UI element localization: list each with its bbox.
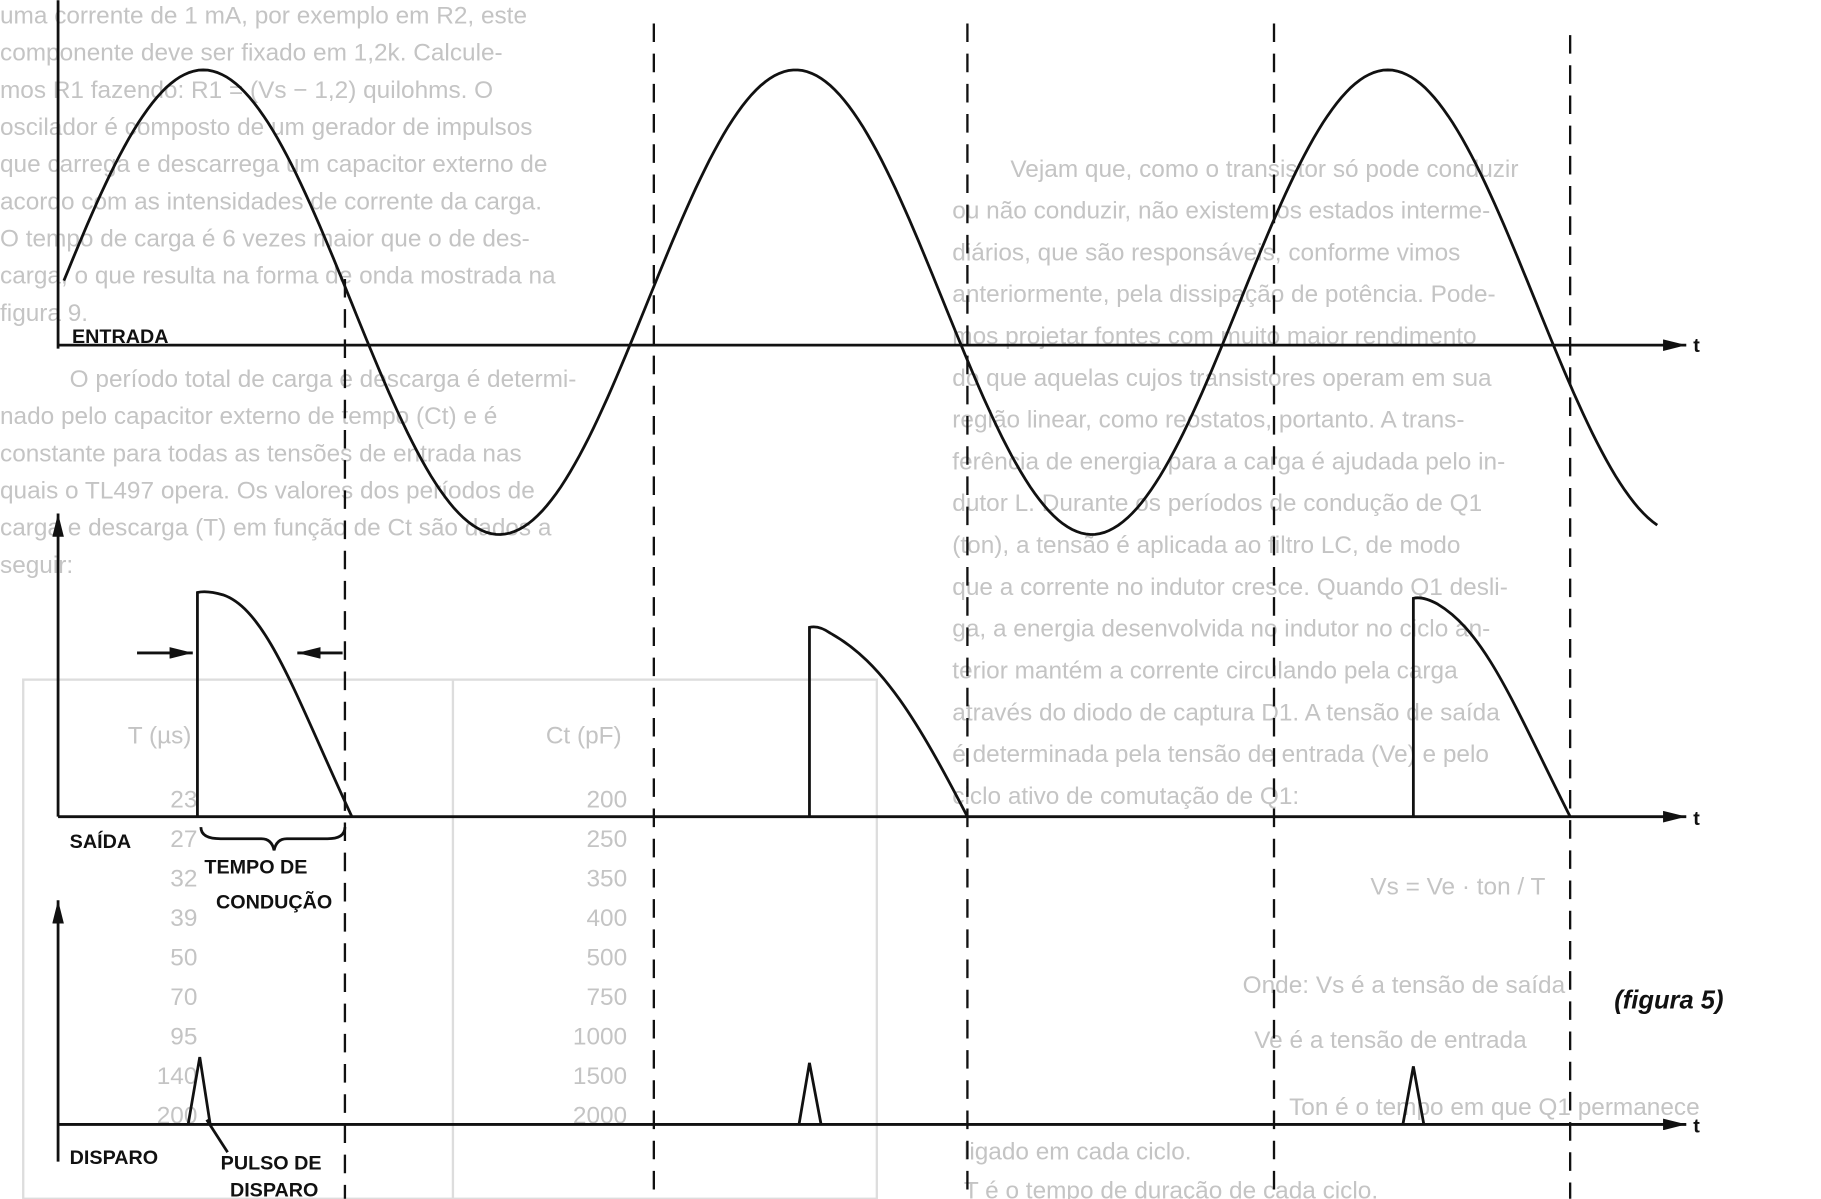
right-text-line: Vejam que, como o transistor só pode con… (1010, 156, 1518, 183)
table-cell: 750 (586, 984, 627, 1011)
note-line: Ve é a tensão de entrada (1254, 1027, 1527, 1054)
table-cell: 70 (170, 984, 197, 1011)
table-cell: 1000 (573, 1023, 627, 1050)
input-wave (62, 68, 1659, 536)
table-cell: 400 (586, 905, 627, 932)
trigger-spike (186, 1056, 212, 1125)
table-cell: 350 (586, 865, 627, 892)
left-text-line: mos R1 fazendo: R1 = (Vs − 1,2) quilohms… (0, 77, 493, 104)
conduction-brace (199, 826, 347, 851)
table-cell: 23 (170, 786, 197, 813)
left-text-line: quais o TL497 opera. Os valores dos perí… (0, 477, 535, 504)
trigger-pulse-label: PULSO DE (221, 1153, 322, 1175)
left-text-line: O tempo de carga é 6 vezes maior que o d… (0, 225, 530, 252)
conduction-label: TEMPO DE (204, 857, 307, 879)
table-header: T (µs) (128, 723, 192, 750)
note-line: T é o tempo de duração de cada ciclo. (964, 1178, 1378, 1199)
right-text-line: que a corrente no indutor cresce. Quando… (952, 574, 1508, 601)
right-text-line: região linear, como reostatos, portanto.… (952, 407, 1464, 434)
caption: (figura 5) (1614, 986, 1723, 1014)
left-text-line: componente deve ser fixado em 1,2k. Calc… (0, 40, 503, 67)
input-label: ENTRADA (72, 326, 168, 348)
table-frame (22, 678, 878, 1199)
right-text-line: ou não conduzir, não existem os estados … (952, 198, 1490, 225)
left-text-line: que carrega e descarrega um capacitor ex… (0, 151, 547, 178)
left-text-line: uma corrente de 1 mA, por exemplo em R2,… (0, 2, 527, 29)
table-header: Ct (pF) (546, 723, 622, 750)
table-cell: 27 (170, 826, 197, 853)
t-label: t (1693, 1116, 1700, 1138)
table-cell: 32 (170, 865, 197, 892)
trigger-spike (1401, 1066, 1426, 1125)
right-text-line: ciclo ativo de comutação de Q1: (952, 783, 1299, 810)
output-pulse (808, 625, 969, 818)
table-cell: 200 (586, 786, 627, 813)
right-text-line: terior mantém a corrente circulando pela… (952, 657, 1458, 684)
right-text-line: anteriormente, pela dissipação de potênc… (952, 281, 1495, 308)
trigger-pulse-label: DISPARO (230, 1179, 318, 1199)
table-cell: 500 (586, 944, 627, 971)
left-text-line: seguir: (0, 552, 73, 579)
trigger-label: DISPARO (70, 1147, 158, 1169)
left-text-line: O período total de carga e descarga é de… (70, 366, 577, 393)
trigger-spike (797, 1062, 823, 1125)
note-line: Onde: Vs é a tensão de saída (1243, 972, 1566, 999)
table-cell: 95 (170, 1023, 197, 1050)
table-cell: 50 (170, 944, 197, 971)
left-text-line: acordo com as intensidades de corrente d… (0, 188, 542, 215)
left-text-line: nado pelo capacitor externo de tempo (Ct… (0, 403, 497, 430)
right-text-line: através do diodo de captura D1. A tensão… (952, 699, 1500, 726)
table-cell: 250 (586, 826, 627, 853)
right-text-line: (ton), a tensão é aplicada ao filtro LC,… (952, 532, 1460, 559)
output-pulse (1411, 596, 1572, 818)
left-text-line: carga e descarga (T) em função de Ct são… (0, 515, 552, 542)
right-text-line: ga, a energia desenvolvida no indutor no… (952, 616, 1490, 643)
t-label: t (1693, 808, 1700, 830)
note-line: Ton é o tempo em que Q1 permanece (1289, 1094, 1700, 1121)
right-text-line: é determinada pela tensão de entrada (Ve… (952, 741, 1489, 768)
background-text: uma corrente de 1 mA, por exemplo em R2,… (0, 2, 1700, 1199)
t-label: t (1693, 335, 1700, 357)
left-text-line: carga, o que resulta na forma de onda mo… (0, 263, 556, 290)
right-text-line: dutor L. Durante os períodos de condução… (952, 490, 1482, 517)
table-cell: 140 (157, 1063, 198, 1090)
table-cell: 39 (170, 905, 197, 932)
conduction-label: CONDUÇÃO (216, 890, 332, 913)
right-text-line: do que aquelas cujos transistores operam… (952, 365, 1492, 392)
right-text-line: ferência de energia para a carga é ajuda… (952, 448, 1505, 475)
note-line: ligado em cada ciclo. (964, 1138, 1192, 1165)
pulse-pointer (205, 1119, 229, 1154)
output-pulse (196, 590, 354, 818)
output-label: SAÍDA (70, 830, 131, 853)
left-text-line: figura 9. (0, 300, 88, 327)
table-cell: 1500 (573, 1063, 627, 1090)
right-text-line: diários, que são responsáveis, conforme … (952, 239, 1460, 266)
left-text-line: constante para todas as tensões de entra… (0, 440, 522, 467)
formula: Vs = Ve · ton / T (1370, 873, 1545, 900)
